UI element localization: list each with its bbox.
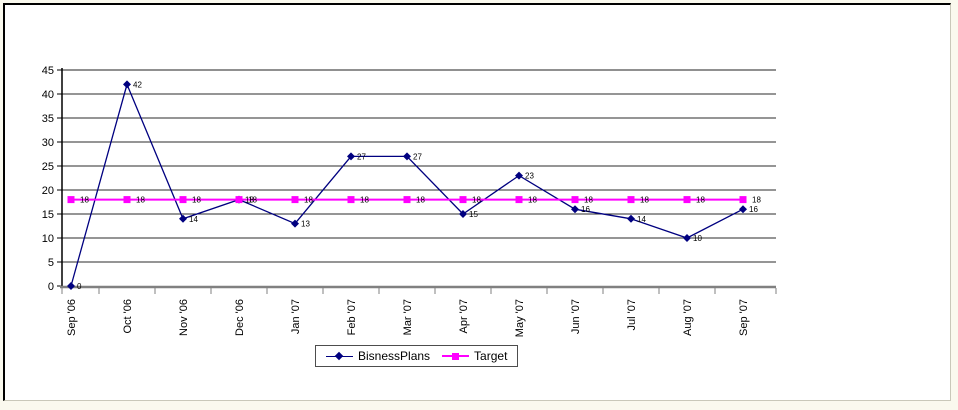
svg-text:40: 40 (42, 89, 54, 101)
data-point-square (235, 196, 243, 204)
svg-text:Dec '06: Dec '06 (234, 299, 246, 336)
y-axis-labels: 0 5 10 15 20 25 30 35 40 45 (42, 65, 54, 293)
data-point-diamond (403, 152, 411, 161)
svg-text:15: 15 (469, 210, 478, 219)
data-point-square (459, 196, 467, 204)
svg-text:30: 30 (42, 137, 54, 149)
svg-text:16: 16 (749, 205, 758, 214)
legend-label-bisnessplans: BisnessPlans (358, 349, 431, 363)
svg-text:18: 18 (472, 196, 481, 205)
data-point-diamond (347, 152, 355, 161)
svg-text:10: 10 (693, 234, 702, 243)
svg-text:20: 20 (42, 185, 54, 197)
svg-text:42: 42 (133, 80, 142, 89)
svg-text:Jan '07: Jan '07 (290, 299, 302, 334)
line-chart-plot: 0 5 10 15 20 25 30 35 40 45 Sep '06 Oct '06 Nov '06 D… (42, 65, 777, 337)
data-point-square (179, 196, 187, 204)
square-marker-icon (442, 352, 470, 361)
svg-text:15: 15 (42, 209, 54, 221)
data-point-square (347, 196, 355, 204)
data-point-square (403, 196, 411, 204)
legend-diamond (334, 351, 344, 360)
chart-object[interactable]: 0 5 10 15 20 25 30 35 40 45 Sep '06 Oct '06 Nov '06 D… (3, 3, 951, 401)
svg-text:May '07: May '07 (514, 299, 526, 337)
svg-text:14: 14 (637, 215, 646, 224)
svg-text:18: 18 (80, 196, 89, 205)
data-point-square (291, 196, 299, 204)
svg-text:25: 25 (42, 161, 54, 173)
x-axis-labels: Sep '06 Oct '06 Nov '06 Dec '06 Jan '07 Feb '… (66, 299, 750, 337)
data-point-diamond (515, 171, 523, 180)
data-point-square (627, 196, 635, 204)
legend-item-target: Target (442, 349, 507, 363)
svg-text:14: 14 (189, 215, 198, 224)
legend-square (452, 352, 460, 360)
svg-text:0: 0 (48, 281, 54, 293)
svg-text:Jul '07: Jul '07 (626, 299, 638, 330)
data-point-square (571, 196, 579, 204)
svg-text:Nov '06: Nov '06 (178, 299, 190, 336)
svg-text:18: 18 (304, 196, 313, 205)
diamond-marker-icon (326, 351, 353, 361)
data-point-square (67, 196, 75, 204)
svg-text:35: 35 (42, 113, 54, 125)
svg-text:5: 5 (48, 257, 54, 269)
svg-text:18: 18 (640, 196, 649, 205)
svg-text:27: 27 (413, 152, 422, 161)
series-target (67, 196, 747, 204)
data-point-square (515, 196, 523, 204)
data-point-square (683, 196, 691, 204)
svg-text:18: 18 (192, 196, 201, 205)
svg-text:18: 18 (245, 196, 254, 205)
svg-text:16: 16 (581, 205, 590, 214)
svg-text:Mar '07: Mar '07 (402, 299, 414, 335)
svg-text:13: 13 (301, 220, 310, 229)
data-point-diamond (291, 219, 299, 228)
svg-text:Aug '07: Aug '07 (682, 299, 694, 336)
data-point-diamond (179, 214, 187, 223)
data-point-diamond (627, 214, 635, 223)
svg-text:18: 18 (696, 196, 705, 205)
gridlines (62, 69, 776, 263)
data-point-diamond (123, 80, 131, 89)
data-point-diamond (683, 234, 691, 242)
svg-text:18: 18 (248, 196, 257, 205)
x-axis-ticks (61, 288, 777, 294)
svg-text:23: 23 (525, 172, 534, 181)
data-point-diamond (739, 205, 747, 214)
svg-text:18: 18 (528, 196, 537, 205)
svg-text:45: 45 (42, 65, 54, 77)
svg-text:18: 18 (752, 196, 761, 205)
data-point-square (123, 196, 131, 204)
svg-text:Oct '06: Oct '06 (122, 299, 134, 334)
svg-text:Sep '07: Sep '07 (738, 299, 750, 336)
data-labels-bisnessplans: 0 42 14 18 13 27 27 15 23 16 14 10 16 (77, 80, 758, 291)
svg-text:Apr '07: Apr '07 (458, 299, 470, 334)
svg-text:18: 18 (416, 196, 425, 205)
data-labels-target: 18 18 18 18 18 18 18 18 18 18 18 18 18 (80, 196, 761, 205)
svg-text:0: 0 (77, 282, 82, 291)
svg-text:Feb '07: Feb '07 (346, 299, 358, 335)
data-point-diamond (67, 282, 75, 290)
data-point-diamond (571, 205, 579, 214)
svg-text:Sep '06: Sep '06 (66, 299, 78, 336)
svg-text:18: 18 (360, 196, 369, 205)
data-point-square (739, 196, 747, 204)
series-bisnessplans (67, 80, 747, 290)
legend-item-bisnessplans: BisnessPlans (326, 349, 430, 363)
svg-text:18: 18 (136, 196, 145, 205)
data-point-diamond (459, 210, 467, 218)
svg-text:27: 27 (357, 152, 366, 161)
legend-label-target: Target (474, 349, 508, 363)
svg-text:10: 10 (42, 233, 54, 245)
svg-text:18: 18 (584, 196, 593, 205)
chart-legend: BisnessPlans Target (315, 345, 519, 367)
svg-text:Jun '07: Jun '07 (570, 299, 582, 334)
y-axis-ticks (57, 69, 62, 287)
